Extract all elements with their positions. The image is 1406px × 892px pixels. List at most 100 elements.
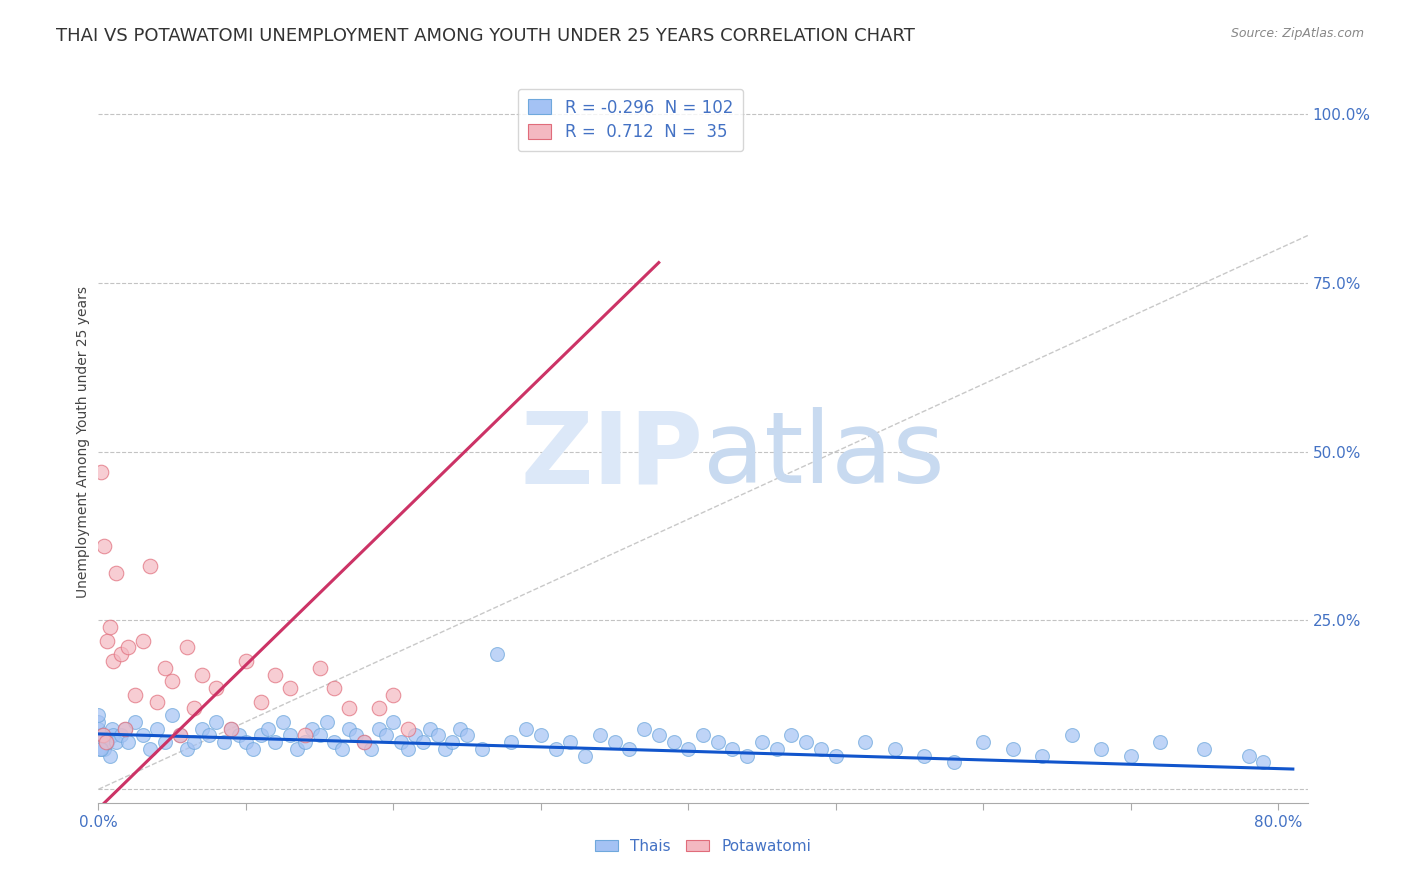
Point [153, 735, 176, 749]
Point [1031, 748, 1053, 763]
Point [100, 722, 122, 736]
Point [301, 722, 323, 736]
Point [153, 661, 176, 675]
Point [124, 688, 146, 702]
Point [433, 741, 456, 756]
Point [190, 667, 212, 681]
Point [114, 722, 136, 736]
Point [264, 667, 287, 681]
Point [419, 722, 441, 736]
Point [219, 722, 242, 736]
Point [117, 735, 139, 749]
Point [972, 735, 994, 749]
Point [176, 640, 198, 655]
Point [190, 722, 212, 736]
Point [396, 722, 419, 736]
Point [90, 728, 112, 742]
Point [160, 708, 183, 723]
Point [105, 735, 128, 749]
Point [449, 722, 471, 736]
Point [853, 735, 876, 749]
Text: THAI VS POTAWATOMI UNEMPLOYMENT AMONG YOUTH UNDER 25 YEARS CORRELATION CHART: THAI VS POTAWATOMI UNEMPLOYMENT AMONG YO… [56, 27, 915, 45]
Point [278, 681, 301, 695]
Point [544, 741, 567, 756]
Point [294, 735, 316, 749]
Point [662, 735, 685, 749]
Point [323, 681, 346, 695]
Point [912, 748, 935, 763]
Point [219, 722, 242, 736]
Point [94, 735, 117, 749]
Point [1253, 756, 1275, 770]
Point [124, 714, 146, 729]
Point [249, 694, 271, 708]
Point [456, 728, 478, 742]
Point [367, 701, 389, 715]
Point [382, 714, 405, 729]
Point [648, 728, 671, 742]
Point [105, 566, 128, 581]
Point [375, 728, 398, 742]
Point [360, 741, 382, 756]
Point [93, 539, 115, 553]
Point [337, 701, 360, 715]
Point [98, 748, 121, 763]
Point [346, 728, 368, 742]
Point [90, 465, 112, 479]
Point [287, 741, 309, 756]
Point [308, 728, 330, 742]
Point [110, 728, 132, 742]
Point [198, 728, 221, 742]
Point [721, 741, 744, 756]
Point [367, 722, 389, 736]
Point [101, 654, 124, 668]
Point [139, 741, 162, 756]
Point [160, 674, 183, 689]
Point [810, 741, 832, 756]
Point [278, 728, 301, 742]
Point [294, 728, 316, 742]
Point [1149, 735, 1171, 749]
Point [257, 722, 280, 736]
Text: atlas: atlas [703, 408, 945, 505]
Point [271, 714, 294, 729]
Point [176, 741, 198, 756]
Point [330, 741, 353, 756]
Point [603, 735, 626, 749]
Point [91, 728, 114, 742]
Point [883, 741, 905, 756]
Point [131, 633, 153, 648]
Point [560, 735, 582, 749]
Point [353, 735, 375, 749]
Point [633, 722, 655, 736]
Point [131, 728, 153, 742]
Y-axis label: Unemployment Among Youth under 25 years: Unemployment Among Youth under 25 years [76, 285, 90, 598]
Point [90, 741, 112, 756]
Point [382, 688, 405, 702]
Point [114, 722, 136, 736]
Text: ZIP: ZIP [520, 408, 703, 505]
Point [396, 741, 419, 756]
Point [574, 748, 596, 763]
Point [824, 748, 846, 763]
Point [117, 640, 139, 655]
Legend: Thais, Potawatomi: Thais, Potawatomi [589, 833, 817, 860]
Point [751, 735, 773, 749]
Point [426, 728, 449, 742]
Point [110, 647, 132, 661]
Point [706, 735, 728, 749]
Point [93, 741, 115, 756]
Point [1090, 741, 1112, 756]
Point [471, 741, 494, 756]
Point [619, 741, 641, 756]
Point [765, 741, 787, 756]
Point [589, 728, 612, 742]
Point [87, 708, 110, 723]
Point [264, 735, 287, 749]
Point [441, 735, 464, 749]
Point [1060, 728, 1083, 742]
Point [205, 681, 228, 695]
Point [942, 756, 965, 770]
Point [501, 735, 523, 749]
Text: Source: ZipAtlas.com: Source: ZipAtlas.com [1230, 27, 1364, 40]
